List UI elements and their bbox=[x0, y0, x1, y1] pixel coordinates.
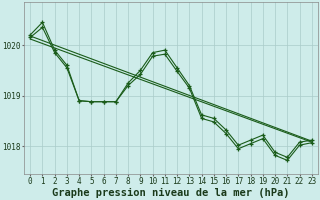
X-axis label: Graphe pression niveau de la mer (hPa): Graphe pression niveau de la mer (hPa) bbox=[52, 188, 290, 198]
